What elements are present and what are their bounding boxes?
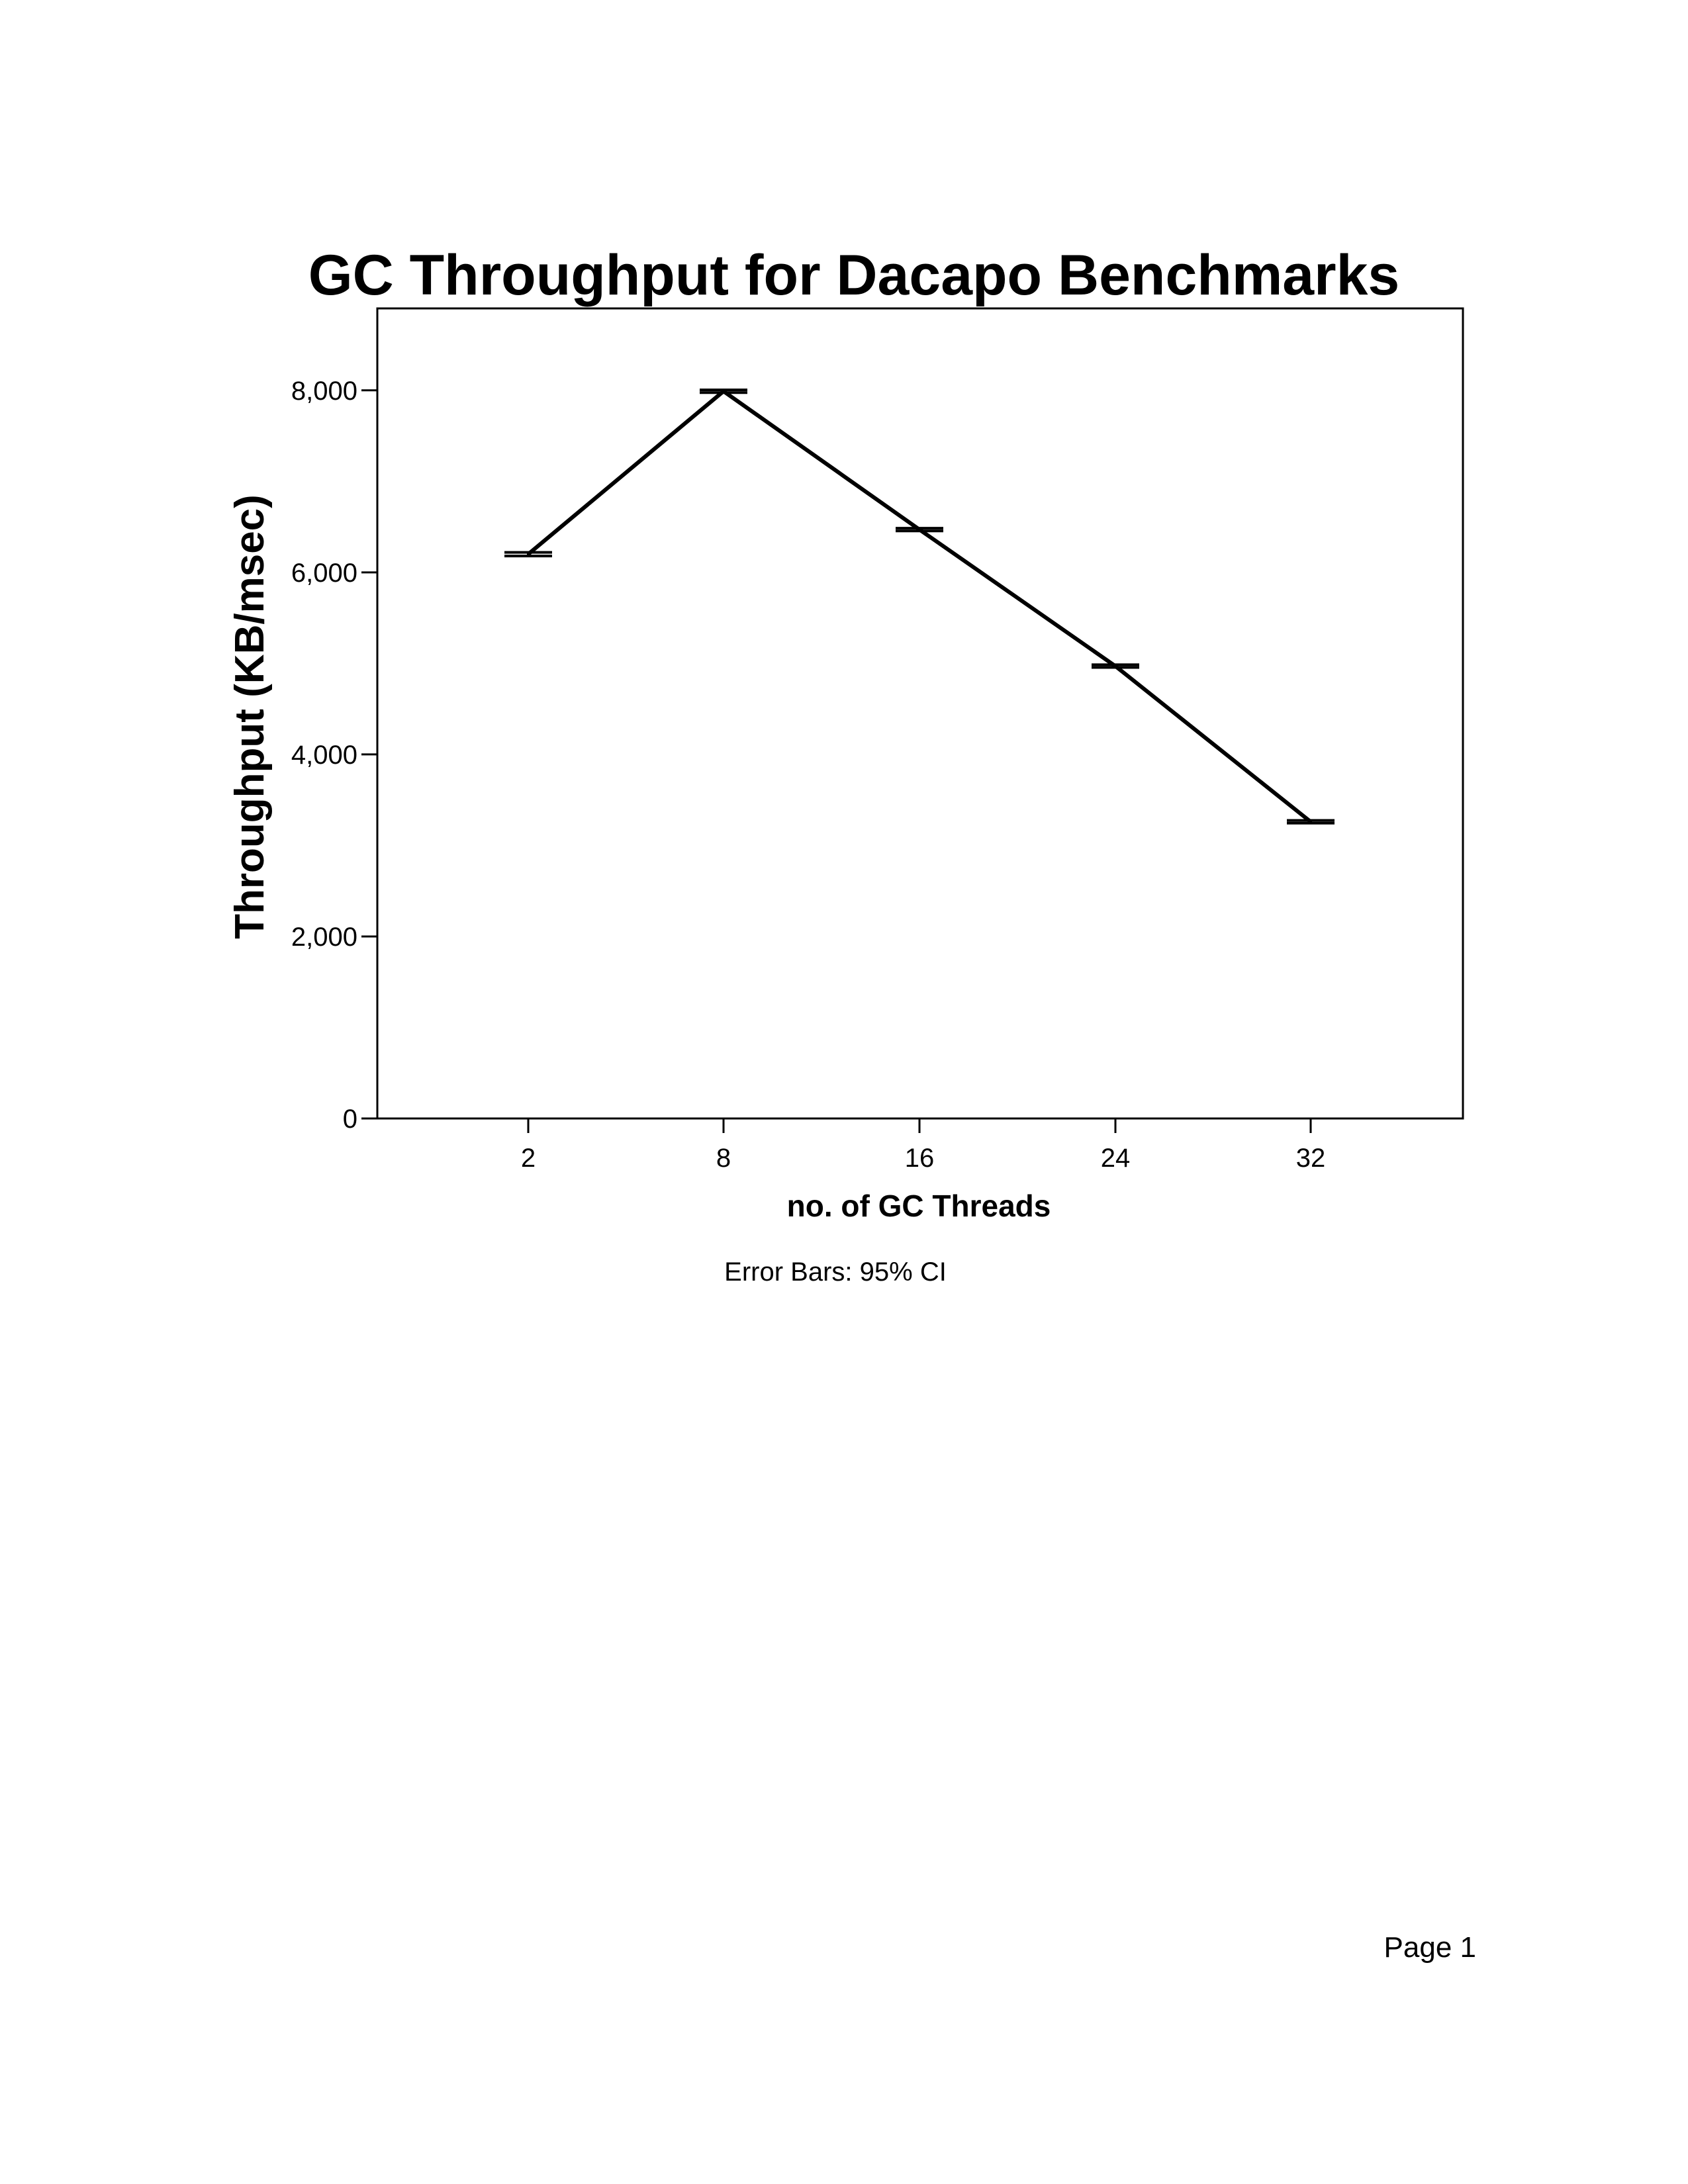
x-tick-label: 32: [1296, 1144, 1326, 1173]
x-tick-label: 24: [1101, 1144, 1131, 1173]
y-axis: 0 2,000 4,000 6,000 8,000: [291, 377, 377, 1134]
y-tick-label: 8,000: [291, 377, 357, 406]
page-number: Page 1: [1383, 1931, 1476, 1964]
plot-frame: [376, 307, 1464, 1120]
series-line-group: [504, 388, 1335, 825]
x-tick-label: 8: [716, 1144, 731, 1173]
error-bars-footnote: Error Bars: 95% CI: [724, 1257, 947, 1287]
chart-title: GC Throughput for Dacapo Benchmarks: [308, 244, 1400, 307]
y-tick-label: 2,000: [291, 923, 357, 952]
x-tick-label: 16: [905, 1144, 935, 1173]
y-tick-label: 4,000: [291, 741, 357, 770]
x-axis-label: no. of GC Threads: [787, 1189, 1051, 1223]
x-tick-label: 2: [521, 1144, 536, 1173]
series-line: [527, 388, 1312, 824]
y-tick-label: 0: [343, 1105, 357, 1134]
x-axis: 2 8 16 24 32: [521, 1118, 1325, 1173]
y-tick-label: 6,000: [291, 559, 357, 588]
y-axis-label: Throughput (KB/msec): [227, 494, 273, 939]
